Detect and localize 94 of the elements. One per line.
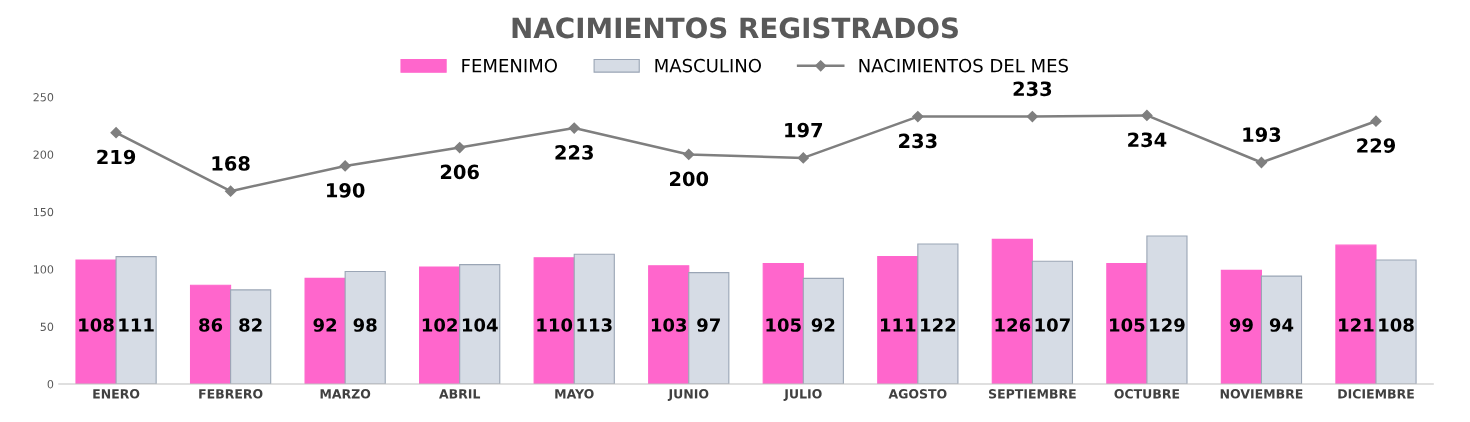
chart-title: NACIMIENTOS REGISTRADOS (512, 17, 958, 39)
point (1370, 115, 1382, 127)
data-label: 105 (1110, 318, 1145, 332)
bar (1260, 275, 1303, 385)
point (339, 160, 351, 172)
x-tick-label: OCTUBRE (1114, 389, 1180, 399)
data-label: 107 (1035, 318, 1070, 332)
point (912, 110, 924, 123)
bar (991, 238, 1033, 385)
data-label: 206 (440, 164, 479, 180)
bar (1146, 235, 1188, 385)
bar (1106, 262, 1148, 385)
y-tick-label: 250 (33, 93, 54, 102)
data-label: 190 (327, 182, 365, 198)
y-tick-label: 200 (33, 150, 54, 159)
x-tick-label: FEBRERO (199, 389, 263, 399)
bar (917, 243, 959, 385)
data-label: 111 (119, 318, 154, 332)
y-tick-label: 0 (47, 379, 54, 389)
x-tick-label: MARZO (320, 389, 371, 399)
x-tick-label: JULIO (783, 389, 822, 401)
data-label: 233 (899, 133, 937, 149)
point (225, 185, 237, 197)
data-label: 92 (811, 318, 835, 332)
y-tick-label: 150 (33, 207, 54, 217)
data-label: 113 (577, 318, 612, 332)
point (683, 148, 695, 161)
bar (1031, 260, 1074, 385)
data-label: 110 (537, 318, 573, 332)
data-label: 126 (995, 318, 1031, 332)
data-label: 108 (79, 318, 114, 332)
data-label: 82 (239, 318, 262, 332)
bar (1335, 244, 1377, 385)
x-tick-label: JUNIO (667, 389, 709, 401)
data-label: 97 (697, 318, 720, 332)
data-label: 122 (921, 318, 956, 332)
data-label: 193 (1243, 127, 1281, 143)
legend-label: NACIMIENTOS DEL MES (859, 58, 1068, 73)
x-tick-label: ENERO (93, 389, 140, 399)
bar (688, 272, 730, 385)
point (568, 122, 580, 134)
data-label: 229 (1357, 138, 1396, 153)
data-label: 105 (766, 318, 801, 332)
data-label: 197 (785, 122, 823, 138)
data-label: 223 (555, 145, 593, 160)
data-label: 104 (462, 318, 498, 332)
bar (533, 257, 575, 385)
data-label: 233 (1013, 81, 1052, 97)
y-tick-label: 50 (40, 322, 54, 332)
bar (877, 256, 919, 385)
x-tick-label: DICIEMBRE (1338, 389, 1414, 399)
data-label: 108 (1379, 318, 1414, 332)
bar (304, 277, 346, 385)
point (1255, 156, 1268, 169)
bar (75, 259, 117, 385)
bar (648, 265, 690, 385)
bar (344, 270, 386, 385)
point (1026, 110, 1038, 123)
bar (230, 289, 272, 385)
data-label: 129 (1150, 318, 1185, 332)
bar (189, 284, 232, 385)
bar (802, 277, 844, 385)
bar (115, 256, 157, 385)
data-label: 86 (199, 318, 223, 332)
data-label: 102 (422, 318, 457, 332)
data-label: 98 (353, 318, 377, 332)
point (454, 141, 466, 154)
x-tick-label: SEPTIEMBRE (988, 389, 1076, 399)
bar (459, 264, 501, 385)
x-tick-label: NOVIEMBRE (1220, 389, 1303, 399)
data-label: 219 (97, 149, 136, 165)
data-label: 94 (1269, 318, 1294, 332)
data-label: 200 (670, 171, 709, 187)
x-tick-label: ABRIL (439, 389, 481, 399)
x-tick-label: MAYO (555, 389, 594, 399)
data-label: 111 (880, 318, 916, 332)
y-tick-label: 100 (33, 265, 54, 274)
x-tick-label: AGOSTO (888, 389, 947, 399)
point (110, 127, 122, 139)
bar (762, 262, 804, 385)
data-label: 103 (651, 318, 687, 332)
data-label: 99 (1229, 318, 1253, 332)
data-label: 121 (1339, 318, 1374, 332)
point (1141, 109, 1153, 122)
data-label: 168 (212, 156, 250, 171)
legend-label: MASCULINO (655, 58, 761, 73)
bar (1220, 269, 1262, 385)
legend-label: FEMENIMO (462, 58, 557, 73)
bar (573, 253, 615, 385)
data-label: 234 (1128, 132, 1167, 148)
bar (419, 266, 461, 385)
bar (1375, 259, 1417, 385)
point (797, 152, 809, 164)
data-label: 92 (313, 318, 337, 332)
